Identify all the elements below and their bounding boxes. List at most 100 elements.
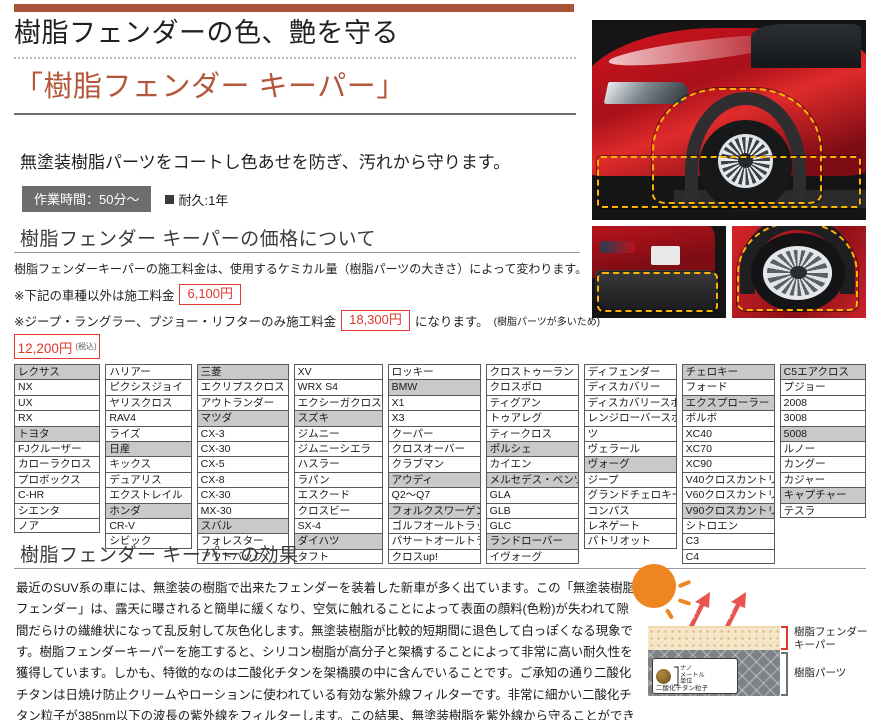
uv-arrow-right-icon: [724, 592, 746, 630]
table-model-row: C-HR: [14, 487, 101, 503]
table-brand-row: エクスプローラー: [681, 394, 775, 411]
table-model-row: RAV4: [105, 410, 192, 426]
table-model-row: 3008: [779, 410, 866, 426]
table-brand-row: アウディ: [387, 471, 481, 488]
table-model-row: カイエン: [485, 456, 579, 472]
table-model-row: ディスカバリー: [583, 379, 677, 395]
table-model-row: CX-8: [196, 471, 289, 488]
table-model-row: C4: [681, 548, 775, 565]
callout-caption: 二酸化チタン粒子: [656, 685, 708, 692]
header-solid-divider: [14, 113, 576, 116]
table-brand-row: ダイハツ: [293, 533, 383, 549]
table-brand-row: ホンダ: [105, 502, 192, 518]
table-model-row: ノア: [14, 517, 101, 534]
table-model-row: GLA: [485, 487, 579, 503]
table-model-row: XC90: [681, 456, 775, 472]
resin-area-outline: [597, 272, 718, 313]
table-model-row: クロスビー: [293, 502, 383, 518]
table-model-row: エクリプスクロス: [196, 379, 289, 395]
table-brand-row: キャプチャー: [779, 487, 866, 503]
vehicle-table-column: チェロキー フォード エクスプローラー ボルボ XC40 XC70 XC90 V40クロスカン…: [681, 334, 775, 565]
column-spacer: [584, 334, 677, 364]
table-model-row: パサートオールトラック: [387, 533, 481, 549]
effect-section-title: 樹脂フェンダー キーパーの効果: [20, 545, 299, 566]
column-spacer: [388, 334, 481, 364]
table-model-row: カジャー: [779, 471, 866, 488]
work-time-badge: 作業時間：50分〜: [22, 186, 152, 212]
table-brand-row: トヨタ: [14, 425, 101, 441]
durability-label: 耐久:1年: [178, 192, 229, 208]
lead-paragraph: 無塗装樹脂パーツをコートし色あせを防ぎ、汚れから守ります。: [20, 153, 511, 172]
table-model-row: XC40: [681, 425, 775, 441]
top-layer-label: 樹脂フェンダー キーパー: [794, 626, 868, 652]
table-model-row: シトロエン: [681, 517, 775, 534]
table-model-row: X1: [387, 394, 481, 411]
table-brand-row: メルセデス・ベンツ: [485, 471, 579, 488]
table-brand-row: スズキ: [293, 410, 383, 426]
rear-license-plate: [650, 246, 681, 265]
top-layer-bracket: [781, 626, 788, 650]
table-model-row: GLB: [485, 502, 579, 518]
titanium-particle-icon: [656, 668, 671, 684]
photo-suv-front-fender: [592, 20, 866, 220]
table-model-row: ディフェンダー: [583, 364, 677, 380]
table-model-row: ヴェラール: [583, 440, 677, 457]
table-model-row: カングー: [779, 456, 866, 472]
table-model-row: ジムニー: [293, 425, 383, 441]
vehicle-table-column: 12,200円 (税込) レクサス NX UX RX トヨタ FJクルーザー カローラクロス プロ…: [14, 334, 101, 534]
table-price-header: 12,200円 (税込): [14, 334, 101, 359]
resin-area-outline: [737, 226, 858, 311]
table-model-row: シエンタ: [14, 502, 101, 518]
table-model-row: XC70: [681, 440, 775, 457]
table-model-row: ティークロス: [485, 425, 579, 441]
suv-window: [750, 24, 861, 68]
table-model-row: テスラ: [779, 502, 866, 518]
table-model-row: ツ: [583, 425, 677, 441]
resin-area-outline-lower: [597, 156, 861, 208]
column-spacer: [486, 334, 579, 364]
uv-arrow-left-icon: [688, 592, 710, 630]
table-model-row: V60クロスカントリー: [681, 487, 775, 503]
table-model-row: C3: [681, 533, 775, 549]
price-intro-text: 樹脂フェンダーキーパーの施工料金は、使用するケミカル量（樹脂パーツの大きさ）によ…: [14, 262, 588, 276]
uv-arrows-group: UV UV: [688, 592, 746, 630]
price-note-special-suffix: になります。: [414, 314, 489, 329]
table-model-row: レネゲート: [583, 517, 677, 534]
table-model-row: トゥアレグ: [485, 410, 579, 426]
table-model-row: ボルボ: [681, 410, 775, 426]
table-model-row: クーパー: [387, 425, 481, 441]
rear-bumper: [594, 270, 718, 309]
table-model-row: クラブマン: [387, 456, 481, 472]
photo-suv-rear-bumper: [592, 226, 726, 318]
uv-arrow-left-label: UV: [689, 609, 700, 621]
table-model-row: カローラクロス: [14, 456, 101, 472]
square-bullet-icon: [165, 194, 175, 204]
table-model-row: ヤリスクロス: [105, 394, 192, 411]
table-model-row: グランドチェロキー: [583, 487, 677, 503]
price-note-special-paren: (樹脂パーツが多いため): [493, 316, 601, 328]
vehicle-table-column: ディフェンダーディスカバリーディスカバリースポーツレンジローバースポーツヴェラー…: [583, 334, 677, 549]
bottom-layer-bracket: [781, 652, 788, 696]
rear-tail-lamp: [600, 240, 635, 253]
table-model-row: アウトランダー: [196, 394, 289, 411]
photo-suv-wheel-arch: [732, 226, 866, 318]
table-model-row: WRX S4: [293, 379, 383, 395]
table-model-row: ゴルフオールトラック: [387, 517, 481, 534]
price-standard-value: 6,100円: [179, 284, 242, 305]
price-section-title: 樹脂フェンダー キーパーの価格について: [20, 229, 377, 250]
table-model-row: パトリオット: [583, 533, 677, 549]
price-note-standard-text: ※下記の車種以外は施工料金: [14, 288, 175, 303]
table-brand-row: レクサス: [14, 364, 101, 380]
table-model-row: CX-30: [196, 440, 289, 457]
uv-arrow-right-label: UV: [725, 609, 736, 621]
price-special-value: 18,300円: [341, 310, 410, 331]
table-brand-row: 5008: [779, 425, 866, 441]
table-model-row: エクストレイル: [105, 487, 192, 503]
table-model-row: ティグアン: [485, 394, 579, 411]
table-brand-row: マツダ: [196, 410, 289, 426]
uv-protection-diagram: UV UV ナノ メートル 単位 二酸化チタン粒子 樹脂フェンダー: [632, 564, 868, 696]
durability-badge: 耐久:1年: [165, 190, 228, 209]
vehicle-table-column: クロストゥーラン クロスポロ ティグアン トゥアレグ ティークロス ポルシェ カイエン メルセ…: [485, 334, 579, 565]
table-model-row: ディスカバリースポーツ: [583, 394, 677, 411]
